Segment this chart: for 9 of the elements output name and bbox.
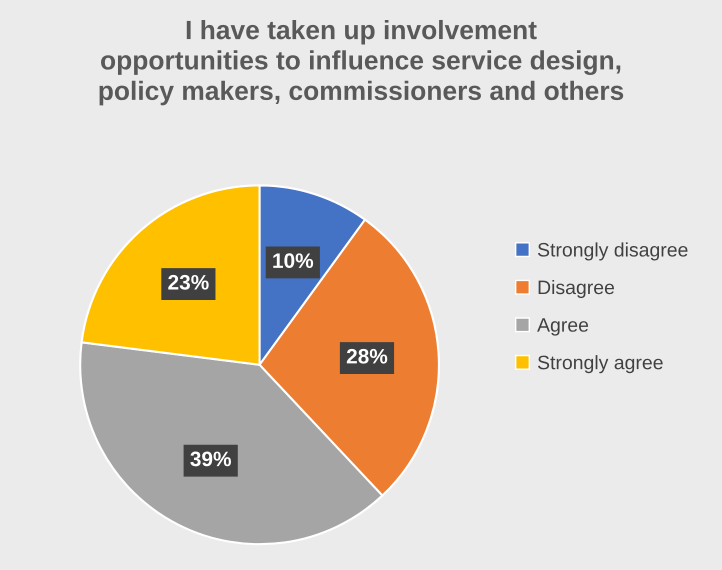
legend-label: Strongly disagree bbox=[538, 242, 688, 261]
data-label: 23% bbox=[168, 274, 209, 290]
legend-label: Strongly agree bbox=[538, 355, 663, 374]
chart-title: I have taken up involvement opportunities to influence service design, policy makers, commissioners and others bbox=[100, 20, 624, 106]
data-label: 10% bbox=[273, 253, 314, 268]
legend-label: Disagree bbox=[538, 280, 614, 298]
data-label: 28% bbox=[346, 348, 388, 364]
data-label: 39% bbox=[190, 452, 231, 466]
legend-label: Agree bbox=[537, 318, 588, 336]
